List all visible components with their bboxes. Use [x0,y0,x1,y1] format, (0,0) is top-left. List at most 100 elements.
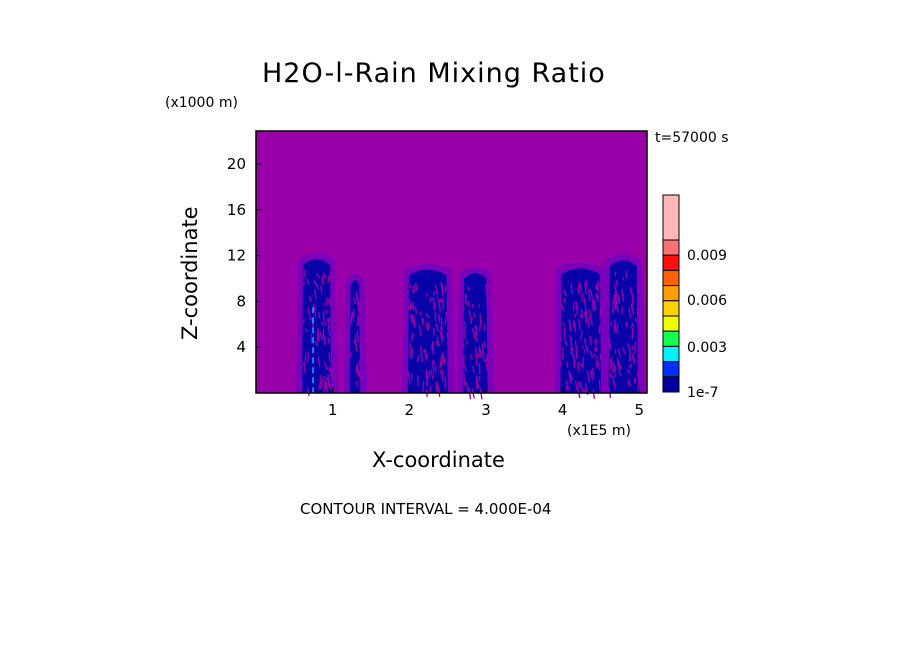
rain-gap [442,353,447,365]
rain-gap [415,306,417,314]
rain-gap [614,299,618,308]
rain-gap [425,372,429,386]
rain-gap [579,382,584,392]
rain-gap [474,346,478,357]
rain-gap [350,313,353,325]
rain-gap [425,312,430,319]
rain-gap [320,285,323,294]
rain-gap [355,291,359,303]
rain-gap [329,295,332,306]
rain-gap [570,343,574,352]
rain-gap [636,308,641,319]
rain-gap [589,335,593,346]
rain-gap [465,381,469,392]
rain-gap [436,384,440,393]
rain-gap [432,361,435,374]
rain-gap [444,311,448,325]
rain-gap [622,276,625,281]
rain-gap [439,369,444,381]
rain-gap [410,348,414,359]
rain-gap [485,284,488,297]
rain-gap [467,286,470,292]
rain-gap [589,370,594,381]
rain-gap [609,343,612,350]
rain-gap [435,322,440,333]
rain-gap [464,321,467,330]
rain-gap [622,347,626,355]
rain-gap [575,301,578,311]
rain-gap [592,367,595,378]
rain-gap [302,282,305,287]
rain-gap [327,337,330,344]
rain-gap [320,381,324,386]
colorbar-segment [662,330,680,347]
rain-gap [568,319,572,331]
colorbar-label: 1e-7 [687,385,718,401]
rain-gap [356,330,360,342]
x-tick-label: 5 [635,401,645,419]
rain-gap [595,292,600,299]
y-tick-label: 16 [227,201,246,219]
rain-gap [586,370,591,384]
rain-gap [620,289,625,302]
x-tick-label: 2 [405,401,415,419]
rain-gap [358,301,363,308]
rain-gap [425,292,429,297]
rain-gap [306,278,309,285]
rain-gap [589,289,594,300]
x-unit-label: (x1E5 m) [567,423,631,439]
rain-gap [577,282,580,292]
rain-gap [614,349,617,354]
rain-gap [328,367,331,372]
rain-gap [431,342,434,351]
rain-gap [583,311,588,324]
rain-gap [561,347,564,359]
rain-gap [583,298,587,311]
rain-column [401,263,455,397]
rain-gap [472,365,475,373]
rain-gap [614,319,617,330]
rain-gap [563,338,568,347]
colorbar-segment [662,315,680,332]
colorbar-segment [662,345,680,363]
rain-gap [463,330,467,340]
rain-gap [468,309,472,320]
rain-gap [356,313,359,327]
rain-core [560,268,601,393]
x-tick-label: 4 [558,401,568,419]
rain-gap [486,299,489,308]
rain-gap [314,341,319,347]
rain-gap [446,302,449,312]
rain-gap [324,387,329,393]
rain-gap [329,366,332,377]
rain-gap [315,272,320,278]
rain-gap [464,293,467,298]
rain-gap [568,371,572,384]
colorbar-segment [662,194,680,241]
rain-gap [612,362,617,371]
rain-gap [593,339,598,353]
rain-gap [302,318,305,324]
rain-gap [631,322,635,327]
rain-gap [302,362,306,374]
rain-gap [481,343,485,355]
y-tick-label: 20 [227,155,246,173]
plot-frame [255,130,648,394]
rain-gap [463,373,466,385]
rain-gap [588,309,592,317]
rain-gap [612,376,616,389]
rain-gap [430,369,434,380]
rain-gap [630,362,633,367]
rain-gap [431,359,436,365]
rain-gap [592,389,596,399]
rain-gap [569,372,574,380]
rain-gap [485,354,490,366]
rain-gap [349,351,352,358]
rain-gap [572,319,575,329]
rain-gap [330,320,334,331]
rain-gap [613,284,618,298]
rain-gap [475,375,480,389]
rain-gap [594,299,597,311]
rain-gap [409,350,412,358]
rain-gap [412,289,415,294]
